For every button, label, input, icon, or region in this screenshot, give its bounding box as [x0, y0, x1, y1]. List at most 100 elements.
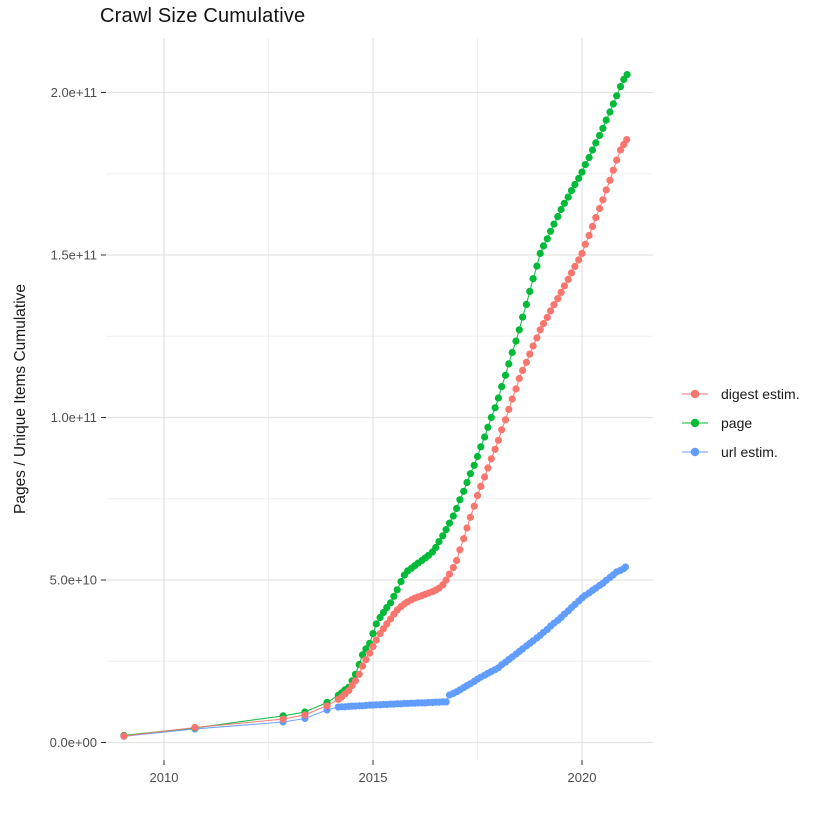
- data-point: [560, 199, 569, 207]
- data-point: [571, 262, 579, 270]
- series-url-estim-line: [123, 566, 626, 737]
- data-point: [501, 371, 510, 379]
- data-point: [557, 288, 565, 296]
- data-point: [498, 383, 506, 391]
- data-point: [383, 604, 391, 612]
- x-tick-label: 2015: [359, 770, 388, 785]
- data-point: [355, 670, 363, 678]
- data-point: [596, 131, 604, 139]
- data-point: [466, 513, 474, 521]
- data-point: [505, 405, 513, 413]
- data-point: [592, 214, 600, 222]
- data-point: [609, 166, 617, 174]
- data-point: [279, 715, 287, 723]
- legend-label: url estim.: [721, 443, 778, 460]
- data-point: [613, 156, 621, 164]
- data-point: [449, 564, 457, 572]
- data-point: [585, 153, 593, 162]
- data-point: [453, 504, 461, 513]
- data-point: [519, 313, 527, 321]
- data-point: [463, 524, 471, 532]
- data-point: [606, 176, 614, 184]
- data-point: [505, 360, 513, 368]
- data-point: [575, 256, 583, 264]
- data-point: [494, 436, 502, 444]
- data-point: [435, 538, 443, 546]
- data-point: [529, 342, 537, 350]
- data-point: [491, 404, 499, 412]
- data-point: [543, 313, 551, 321]
- data-point: [621, 563, 630, 571]
- data-point: [599, 124, 607, 132]
- data-point: [606, 108, 614, 116]
- x-tick-label: 2010: [150, 770, 179, 785]
- data-point: [547, 307, 555, 315]
- data-point: [432, 543, 440, 552]
- legend-key-icon: [682, 418, 708, 427]
- data-point: [567, 187, 576, 195]
- data-point: [550, 220, 558, 228]
- data-point: [453, 556, 461, 565]
- y-tick-label: 5.0e+10: [50, 573, 97, 588]
- data-point: [351, 677, 359, 685]
- data-point: [393, 586, 401, 594]
- data-point: [554, 295, 562, 303]
- y-tick-label: 1.0e+11: [51, 410, 97, 425]
- data-point: [369, 630, 377, 638]
- y-tick-label: 0.0e+00: [50, 735, 97, 750]
- data-point: [442, 698, 450, 706]
- data-point: [456, 496, 464, 504]
- legend-key-icon: [682, 389, 708, 398]
- data-point: [522, 300, 531, 308]
- legend-key-icon: [682, 447, 708, 456]
- data-point: [439, 532, 447, 540]
- data-point: [519, 366, 527, 374]
- data-point: [494, 394, 502, 402]
- data-point: [442, 576, 450, 584]
- data-point: [623, 71, 631, 79]
- data-point: [578, 168, 586, 176]
- data-point: [536, 249, 544, 257]
- data-point: [599, 196, 607, 204]
- data-point: [508, 395, 516, 403]
- data-point: [487, 413, 495, 422]
- data-point: [616, 83, 625, 91]
- data-point: [372, 620, 380, 628]
- data-point: [358, 662, 367, 670]
- data-point: [515, 326, 523, 334]
- data-point: [560, 282, 569, 290]
- data-point: [473, 491, 482, 500]
- data-point: [390, 592, 398, 600]
- data-point: [369, 643, 377, 651]
- data-point: [484, 464, 492, 472]
- data-point: [366, 649, 374, 657]
- data-point: [616, 146, 625, 154]
- data-point: [473, 452, 482, 461]
- data-point: [445, 519, 454, 527]
- legend-item-digest-estim: digest estim.: [680, 379, 800, 408]
- data-point: [588, 146, 597, 154]
- data-point: [564, 275, 572, 283]
- data-point: [533, 334, 541, 342]
- data-point: [575, 174, 583, 182]
- chart-title: Crawl Size Cumulative: [100, 5, 306, 27]
- data-point: [481, 473, 489, 481]
- data-point: [466, 470, 474, 478]
- data-point: [557, 205, 565, 214]
- data-point: [387, 599, 395, 607]
- data-point: [460, 535, 468, 543]
- y-tick-label: 2.0e+11: [51, 85, 97, 100]
- data-point: [463, 478, 471, 487]
- data-point: [609, 100, 617, 108]
- data-point: [526, 350, 534, 358]
- data-point: [383, 620, 391, 628]
- data-point: [547, 227, 555, 235]
- data-point: [533, 262, 541, 270]
- legend-label: page: [721, 414, 753, 431]
- data-point: [445, 570, 454, 578]
- legend-label: digest estim.: [721, 385, 800, 402]
- legend-item-url-estim: url estim.: [680, 437, 800, 466]
- legend-item-page: page: [680, 408, 800, 437]
- data-point: [592, 139, 600, 147]
